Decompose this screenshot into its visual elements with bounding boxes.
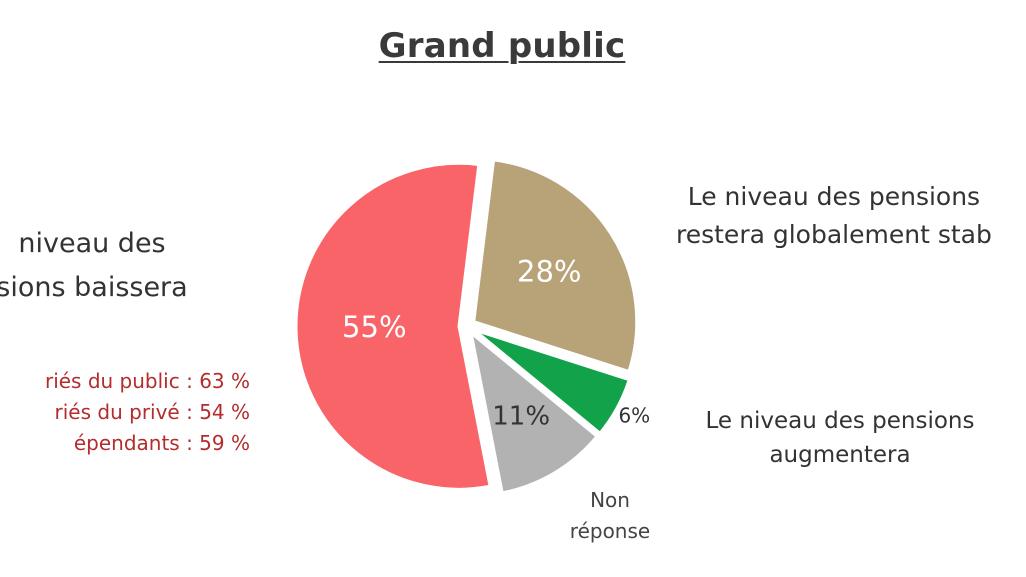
label-non-reponse-line-1: Non: [590, 488, 630, 512]
pie-slice-label-1: 28%: [517, 254, 581, 288]
chart-title-text: Grand public: [378, 26, 626, 66]
label-non-reponse-line-2: réponse: [569, 519, 651, 543]
label-stable-line-2: restera globalement stab: [676, 220, 992, 249]
pie-slice-label-0: 55%: [342, 310, 406, 344]
label-stable-line-1: Le niveau des pensions: [687, 182, 981, 211]
pie-slice-0: [294, 161, 492, 491]
detail-independants: épendants : 59 %: [73, 431, 250, 455]
pie-slice-label-2: 6%: [618, 404, 650, 428]
pie-slice-2: [473, 328, 632, 436]
label-stable: Le niveau des pensions restera globaleme…: [676, 178, 992, 254]
details-baissera: riés du public : 63 % riés du privé : 54…: [0, 366, 250, 459]
label-baissera-line-1: niveau des: [18, 228, 166, 259]
label-baissera: niveau des sions baissera: [0, 222, 242, 310]
label-augmentera-line-2: augmentera: [769, 442, 911, 468]
chart-title: Grand public: [0, 26, 1004, 66]
label-non-reponse: Non réponse: [545, 485, 675, 547]
label-augmentera-line-1: Le niveau des pensions: [705, 408, 975, 434]
pie-slice-3: [468, 329, 600, 495]
label-augmentera: Le niveau des pensions augmentera: [682, 404, 998, 472]
detail-public: riés du public : 63 %: [44, 369, 250, 393]
pie-slice-label-3: 11%: [492, 401, 550, 431]
pie-slice-1: [472, 158, 639, 374]
label-baissera-line-2: sions baissera: [0, 272, 188, 303]
detail-prive: riés du privé : 54 %: [54, 400, 250, 424]
